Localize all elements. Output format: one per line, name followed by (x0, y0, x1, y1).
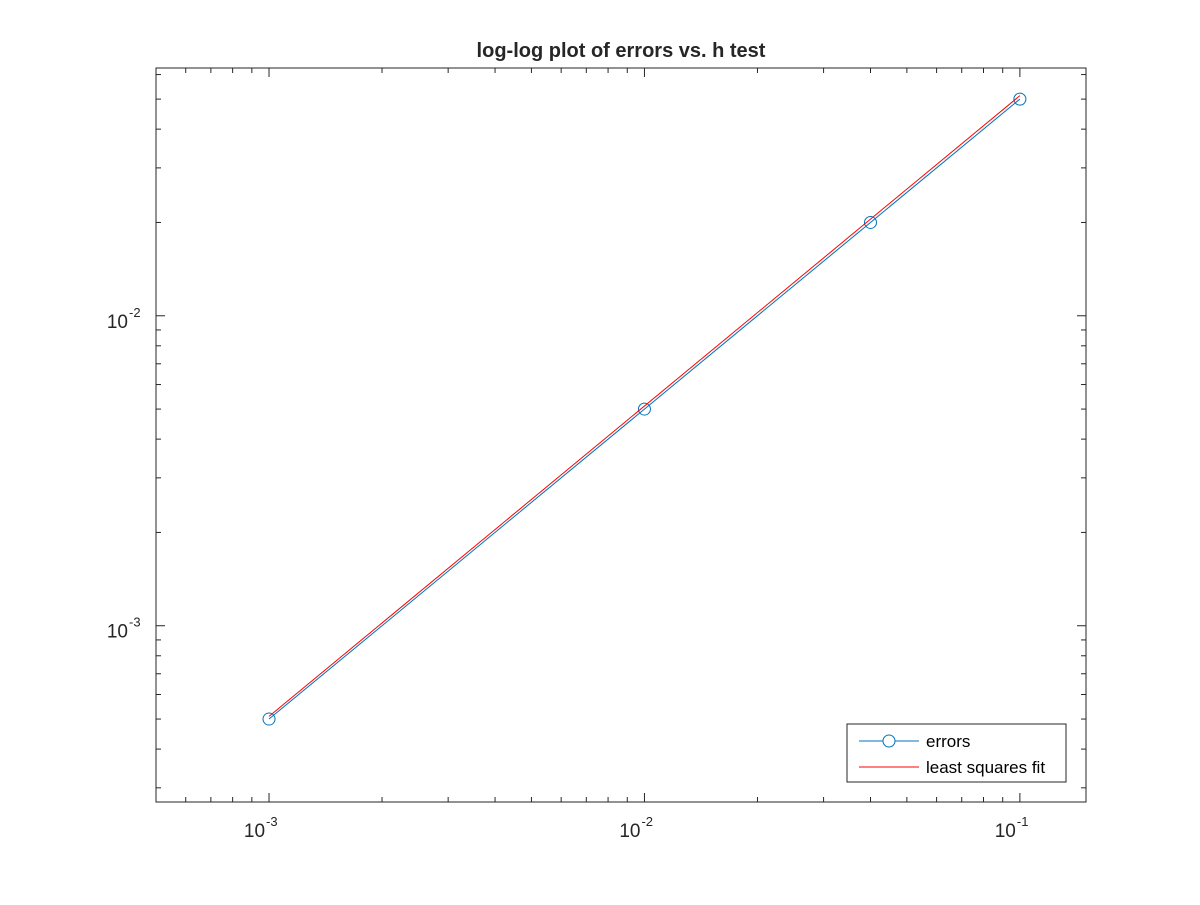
data-point-marker (1013, 92, 1027, 106)
x-tick-label-base: 10 (244, 821, 265, 842)
legend-label-1: least squares fit (926, 758, 1045, 777)
x-tick-label-exponent: -3 (266, 814, 278, 829)
tick-labels: 10 -3 10 -2 10 -110 -310 -2 (107, 305, 1029, 842)
x-tick-label-base: 10 (995, 821, 1016, 842)
major-ticks (156, 68, 1086, 802)
x-tick-label-base: 10 (619, 821, 640, 842)
y-tick-label-exponent: -3 (129, 615, 141, 630)
data-point-marker (262, 712, 276, 726)
y-tick-label-exponent: -2 (129, 305, 141, 320)
chart-title: log-log plot of errors vs. h test (477, 40, 766, 62)
legend-box (846, 723, 1067, 783)
axes-box (155, 67, 1087, 803)
data-point-marker (637, 402, 651, 416)
minor-ticks (156, 68, 1086, 802)
x-tick-label-exponent: -1 (1017, 814, 1029, 829)
y-tick-label-base: 10 (107, 622, 128, 643)
y-tick-label-base: 10 (107, 312, 128, 333)
series-line-1 (268, 95, 1021, 717)
series-line-0 (268, 98, 1021, 720)
legend-label-0: errors (926, 732, 970, 751)
x-tick-label-exponent: -2 (641, 814, 653, 829)
series-layer (262, 92, 1027, 726)
data-point-marker (863, 215, 877, 229)
legend-marker-0 (882, 734, 896, 748)
legend: errors least squares fit (846, 723, 1067, 783)
